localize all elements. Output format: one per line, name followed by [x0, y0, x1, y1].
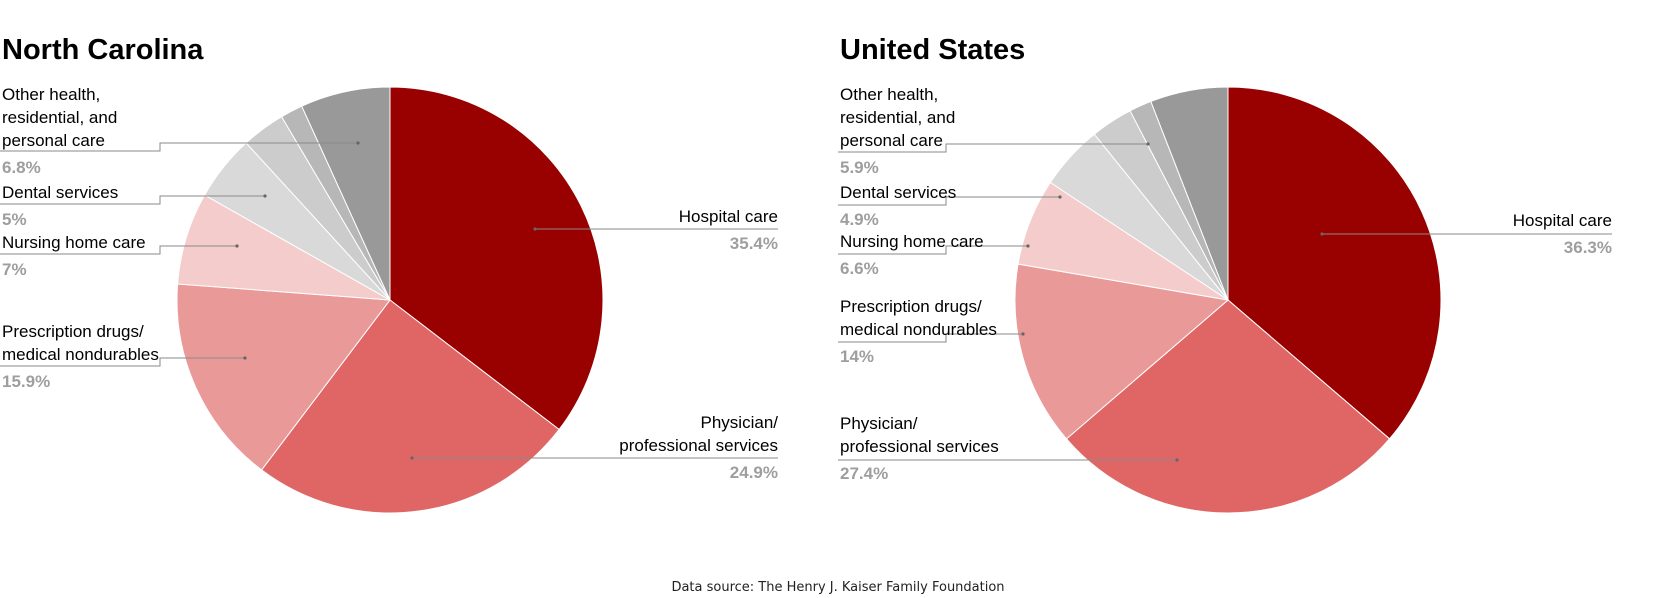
leader-line-7	[838, 143, 1148, 153]
slice-label-value: 7%	[2, 260, 27, 279]
slice-label-name: Hospital care	[1512, 211, 1612, 230]
slice-label-name: Hospital care	[678, 207, 778, 226]
slice-label-value: 24.9%	[729, 463, 778, 482]
slice-label-name: Dental services	[840, 183, 957, 202]
slice-label-name: Other health, residential, and personal ca…	[2, 85, 118, 150]
leader-dot-0	[533, 227, 537, 231]
slice-label-name: Prescription drugs/medical nondurables	[840, 297, 997, 339]
pie-chart-north-carolina	[0, 86, 778, 514]
slice-label-value: 36.3%	[1563, 238, 1612, 257]
slice-label-0: Hospital care 35.4%	[679, 205, 778, 255]
slice-label-2: Prescription drugs/medical nondurables 15…	[2, 320, 159, 393]
leader-line-7	[0, 142, 358, 152]
slice-label-name: Prescription drugs/medical nondurables	[2, 322, 159, 364]
pie-slice-2	[176, 283, 391, 471]
pie-slice-1	[260, 299, 560, 514]
slice-label-value: 5%	[2, 210, 27, 229]
pie-slice-0	[389, 86, 604, 431]
slice-label-name: Physician/professional services	[840, 414, 999, 456]
slice-label-1: Physician/professional services 24.9%	[619, 411, 778, 484]
slice-label-value: 35.4%	[729, 234, 778, 253]
slice-label-value: 5.9%	[840, 158, 879, 177]
slice-label-2: Prescription drugs/medical nondurables 14…	[840, 295, 997, 368]
slice-label-name: Nursing home care	[2, 233, 146, 252]
leader-dot-2	[1021, 332, 1025, 336]
slice-label-value: 27.4%	[840, 464, 889, 483]
slice-label-4: Dental services 4.9%	[840, 181, 956, 231]
pie-chart-united-states	[838, 86, 1612, 514]
leader-dot-7	[356, 141, 360, 145]
slice-label-value: 14%	[840, 347, 875, 366]
slice-label-name: Dental services	[2, 183, 119, 202]
slice-label-1: Physician/professional services 27.4%	[840, 412, 999, 485]
leader-dot-2	[243, 356, 247, 360]
north-carolina-chart: North Carolina Hospital care 35.4% Physici…	[0, 34, 778, 514]
leader-line-2	[0, 357, 245, 367]
leader-line-2	[838, 333, 1023, 343]
leader-dot-1	[410, 456, 414, 460]
united-states-chart: United States Hospital care 36.3% Physicia…	[838, 0, 1676, 598]
leader-dot-3	[1026, 244, 1030, 248]
pie-slice-0	[1227, 86, 1442, 440]
slice-label-3: Nursing home care 7%	[2, 231, 146, 281]
slice-label-3: Nursing home care 6.6%	[840, 230, 984, 280]
slice-label-value: 6.8%	[2, 158, 41, 177]
chart-title: North Carolina	[2, 34, 204, 66]
leader-dot-4	[1058, 195, 1062, 199]
leader-dot-1	[1175, 458, 1179, 462]
leader-line-3	[0, 245, 237, 255]
slice-label-value: 6.6%	[840, 259, 879, 278]
leader-dot-3	[235, 244, 239, 248]
leader-line-4	[0, 195, 265, 205]
data-source-note: Data source: The Henry J. Kaiser Family …	[671, 580, 1005, 595]
slice-label-name: Physician/professional services	[619, 413, 778, 455]
slice-label-0: Hospital care 36.3%	[1513, 209, 1612, 259]
slice-label-7: Other health, residential, and personal ca…	[2, 83, 117, 179]
slice-label-value: 15.9%	[2, 372, 51, 391]
pie-slice-7	[1150, 86, 1229, 301]
leader-line-3	[838, 245, 1028, 255]
pie-slice-7	[301, 86, 391, 301]
leader-dot-4	[263, 194, 267, 198]
slice-label-value: 4.9%	[840, 210, 879, 229]
leader-dot-7	[1146, 142, 1150, 146]
pie-slice-2	[1014, 263, 1230, 440]
slice-label-7: Other health, residential, and personal ca…	[840, 83, 955, 179]
slice-label-name: Other health, residential, and personal ca…	[840, 85, 956, 150]
leader-dot-0	[1320, 232, 1324, 236]
slice-label-4: Dental services 5%	[2, 181, 118, 231]
chart-title: United States	[840, 34, 1026, 66]
leader-line-4	[838, 196, 1060, 206]
slice-label-name: Nursing home care	[840, 232, 984, 251]
